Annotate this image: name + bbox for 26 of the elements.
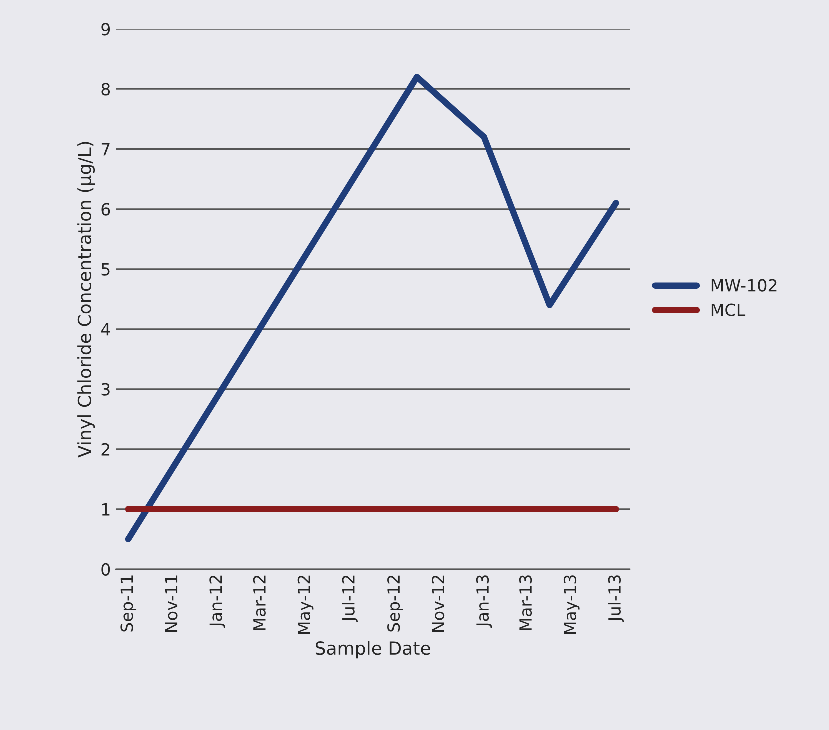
y-tick-label: 1 (102, 504, 110, 516)
y-tick-label: 7 (102, 143, 110, 156)
legend-label: MCL (712, 304, 746, 316)
x-tick-label: Nov-12 (432, 576, 445, 632)
y-tick-label: 5 (102, 263, 110, 276)
x-tick-label: Nov-11 (165, 576, 178, 632)
x-tick-label: Jan-13 (476, 576, 492, 628)
legend-label: MW-102 (712, 279, 777, 292)
y-tick-label: 2 (102, 443, 110, 456)
x-tick-label: Jul-12 (342, 576, 358, 622)
x-tick-label: Mar-12 (253, 576, 266, 630)
x-tick-label: Sep-12 (388, 576, 404, 632)
x-tick-label: May-12 (298, 576, 314, 634)
x-tick-label: May-13 (564, 576, 580, 634)
y-axis-title: Vinyl Chloride Concentration (µg/L) (78, 142, 96, 458)
x-tick-label: Sep-11 (120, 576, 137, 632)
y-tick-label: 3 (102, 383, 110, 396)
x-tick-label: Jul-13 (608, 576, 624, 622)
y-tick-label: 0 (102, 563, 110, 576)
x-tick-label: Jan-12 (210, 576, 226, 628)
y-tick-label: 4 (101, 323, 110, 336)
x-axis-title: Sample Date (316, 641, 430, 659)
y-tick-label: 8 (102, 83, 110, 96)
x-tick-label: Mar-13 (519, 576, 532, 630)
y-tick-label: 9 (102, 23, 110, 36)
y-tick-label: 6 (102, 203, 110, 216)
